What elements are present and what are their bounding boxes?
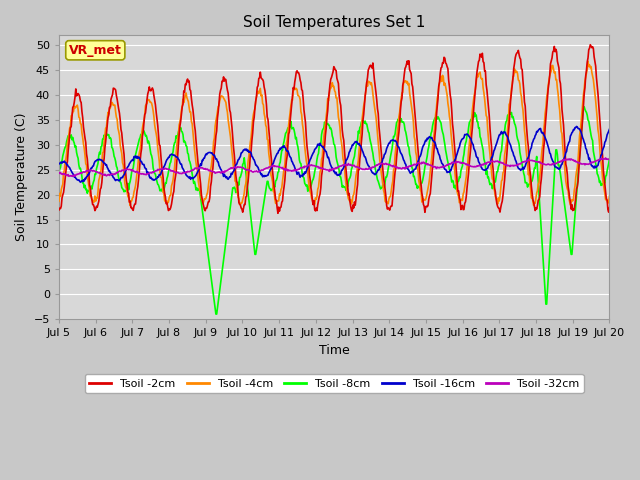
Y-axis label: Soil Temperature (C): Soil Temperature (C) xyxy=(15,113,28,241)
Title: Soil Temperatures Set 1: Soil Temperatures Set 1 xyxy=(243,15,426,30)
Legend: Tsoil -2cm, Tsoil -4cm, Tsoil -8cm, Tsoil -16cm, Tsoil -32cm: Tsoil -2cm, Tsoil -4cm, Tsoil -8cm, Tsoi… xyxy=(84,374,584,393)
Text: VR_met: VR_met xyxy=(69,44,122,57)
X-axis label: Time: Time xyxy=(319,344,349,357)
